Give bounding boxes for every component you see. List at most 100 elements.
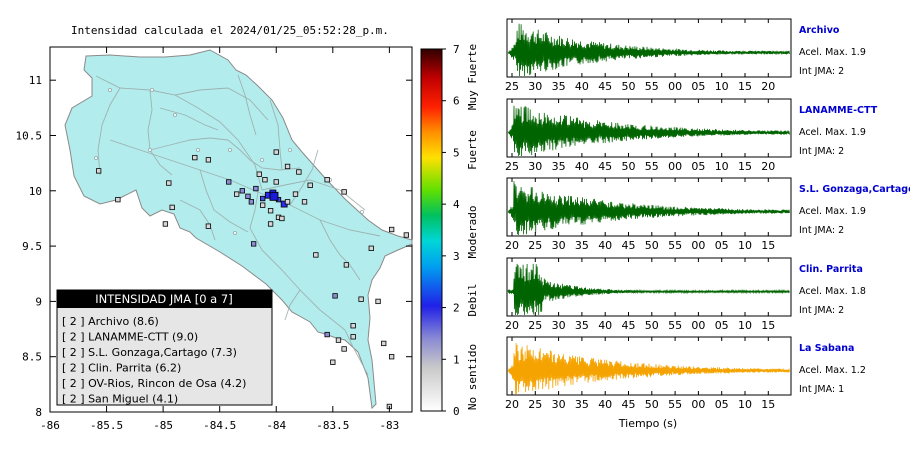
road (149, 137, 229, 151)
x-tick-label: -83.5 (316, 419, 349, 432)
waveform-tick-label: 25 (505, 160, 519, 173)
waveform-tick-label: 50 (645, 239, 659, 252)
waveform-tick-label: 15 (761, 319, 775, 332)
waveform-tick-label: 15 (761, 398, 775, 411)
road (344, 329, 369, 376)
station-name: Clin. Parrita (799, 264, 863, 275)
station-marker (267, 221, 274, 227)
waveform-panel: 20 25 30 35 40 45 50 55 00 05 10 15 S.L. Gonzaga,Car… (505, 177, 910, 252)
waveform-tick-label: 55 (645, 80, 659, 93)
waveform-tick-label: 00 (668, 160, 682, 173)
waveform-trace (507, 343, 790, 395)
waveform-tick-label: 25 (528, 239, 542, 252)
station-marker (205, 223, 212, 229)
station-marker (250, 241, 257, 247)
station-marker (245, 193, 251, 199)
road (97, 87, 121, 176)
station-marker (403, 232, 409, 238)
station-marker (95, 168, 102, 174)
peak-acceleration: Acel. Max. 1.9 (799, 127, 866, 138)
peak-acceleration: Acel. Max. 1.9 (799, 206, 866, 217)
station-marker (292, 191, 299, 197)
jma-intensity: Int JMA: 2 (799, 305, 844, 316)
peak-acceleration: Acel. Max. 1.9 (799, 47, 866, 58)
road (95, 75, 263, 191)
station-marker (284, 199, 291, 205)
road (261, 179, 366, 211)
waveform-panel: 20 25 30 35 40 45 50 55 00 05 10 15 Clin. Parrita Ace… (505, 257, 866, 332)
station-marker (115, 196, 121, 203)
colorbar-tick-label: 5 (453, 146, 460, 159)
station-marker (388, 354, 395, 360)
legend-item: [ 2 ] LANAMME-CTT (9.0) (62, 331, 198, 344)
peak-acceleration: Acel. Max. 1.2 (799, 365, 866, 376)
station-marker (341, 346, 347, 352)
colorbar-tick-label: 0 (453, 405, 460, 418)
road (147, 89, 173, 176)
jma-intensity: Int JMA: 2 (799, 146, 844, 157)
waveform-tick-label: 30 (528, 160, 542, 173)
station-marker (284, 163, 291, 170)
station-marker (343, 262, 350, 268)
colorbar-tick-label: 4 (453, 198, 460, 211)
station-marker (350, 323, 356, 329)
waveform-tick-label: 10 (738, 398, 752, 411)
waveform-tick-label: 50 (622, 160, 636, 173)
waveform-panel: 25 30 35 40 45 50 55 00 05 10 15 20 LANAMME-CTT Acel.… (505, 98, 878, 173)
waveform-tick-label: 00 (691, 398, 705, 411)
station-markers (95, 149, 409, 410)
waveform-tick-label: 45 (598, 80, 612, 93)
city-dot (149, 87, 155, 93)
waveform-tick-label: 40 (598, 398, 612, 411)
x-tick-label: -83 (379, 419, 399, 432)
colorbar-category-label: Debil (466, 283, 479, 316)
waveform-tick-label: 25 (528, 398, 542, 411)
waveform-tick-label: 30 (528, 80, 542, 93)
road (284, 289, 301, 321)
city-dot (232, 230, 238, 236)
waveform-tick-label: 05 (691, 160, 705, 173)
waveform-tick-label: 20 (761, 80, 775, 93)
x-tick-label: -85 (153, 419, 173, 432)
waveform-tick-label: 45 (622, 398, 636, 411)
colorbar-category-label: Moderado (466, 206, 479, 259)
waveform-tick-label: 35 (552, 80, 566, 93)
station-marker (256, 171, 262, 177)
city-dot (195, 147, 201, 153)
waveform-tick-label: 45 (598, 160, 612, 173)
station-marker (260, 195, 266, 202)
city-dot (172, 112, 178, 118)
waveform-tick-label: 10 (738, 319, 752, 332)
waveform-trace (507, 105, 790, 157)
waveform-tick-label: 10 (715, 80, 729, 93)
waveform-tick-label: 55 (645, 160, 659, 173)
colorbar-tick-label: 6 (453, 95, 460, 108)
station-marker (260, 202, 266, 208)
waveform-tick-label: 55 (668, 239, 682, 252)
y-tick-label: 8.5 (22, 351, 42, 364)
city-dot (359, 209, 365, 215)
station-name: Archivo (799, 25, 840, 36)
station-marker (267, 208, 274, 214)
waveform-tick-label: 25 (528, 319, 542, 332)
legend-item: [ 2 ] San Miguel (4.1) (62, 393, 178, 406)
waveform-tick-label: 20 (761, 160, 775, 173)
station-marker (381, 340, 387, 347)
waveform-tick-label: 15 (738, 160, 752, 173)
y-tick-label: 10 (29, 185, 42, 198)
waveform-panel: 25 30 35 40 45 50 55 00 05 10 15 20 Archivo Acel. Max… (505, 18, 866, 93)
waveform-tick-label: 20 (505, 398, 519, 411)
x-tick-label: -84 (266, 419, 286, 432)
y-tick-label: 9 (35, 295, 42, 308)
x-tick-label: -84.5 (203, 419, 236, 432)
jma-intensity: Int JMA: 2 (799, 225, 844, 236)
waveform-panels: 25 30 35 40 45 50 55 00 05 10 15 20 Archivo Acel. Max… (505, 18, 910, 411)
epicenter-marker (269, 191, 279, 201)
road (319, 219, 361, 281)
x-tick-label: -86 (40, 419, 60, 432)
station-marker (358, 296, 364, 302)
station-marker (368, 245, 374, 251)
station-name: La Sabana (799, 343, 854, 354)
legend-item: [ 2 ] S.L. Gonzaga,Cartago (7.3) (62, 346, 237, 359)
